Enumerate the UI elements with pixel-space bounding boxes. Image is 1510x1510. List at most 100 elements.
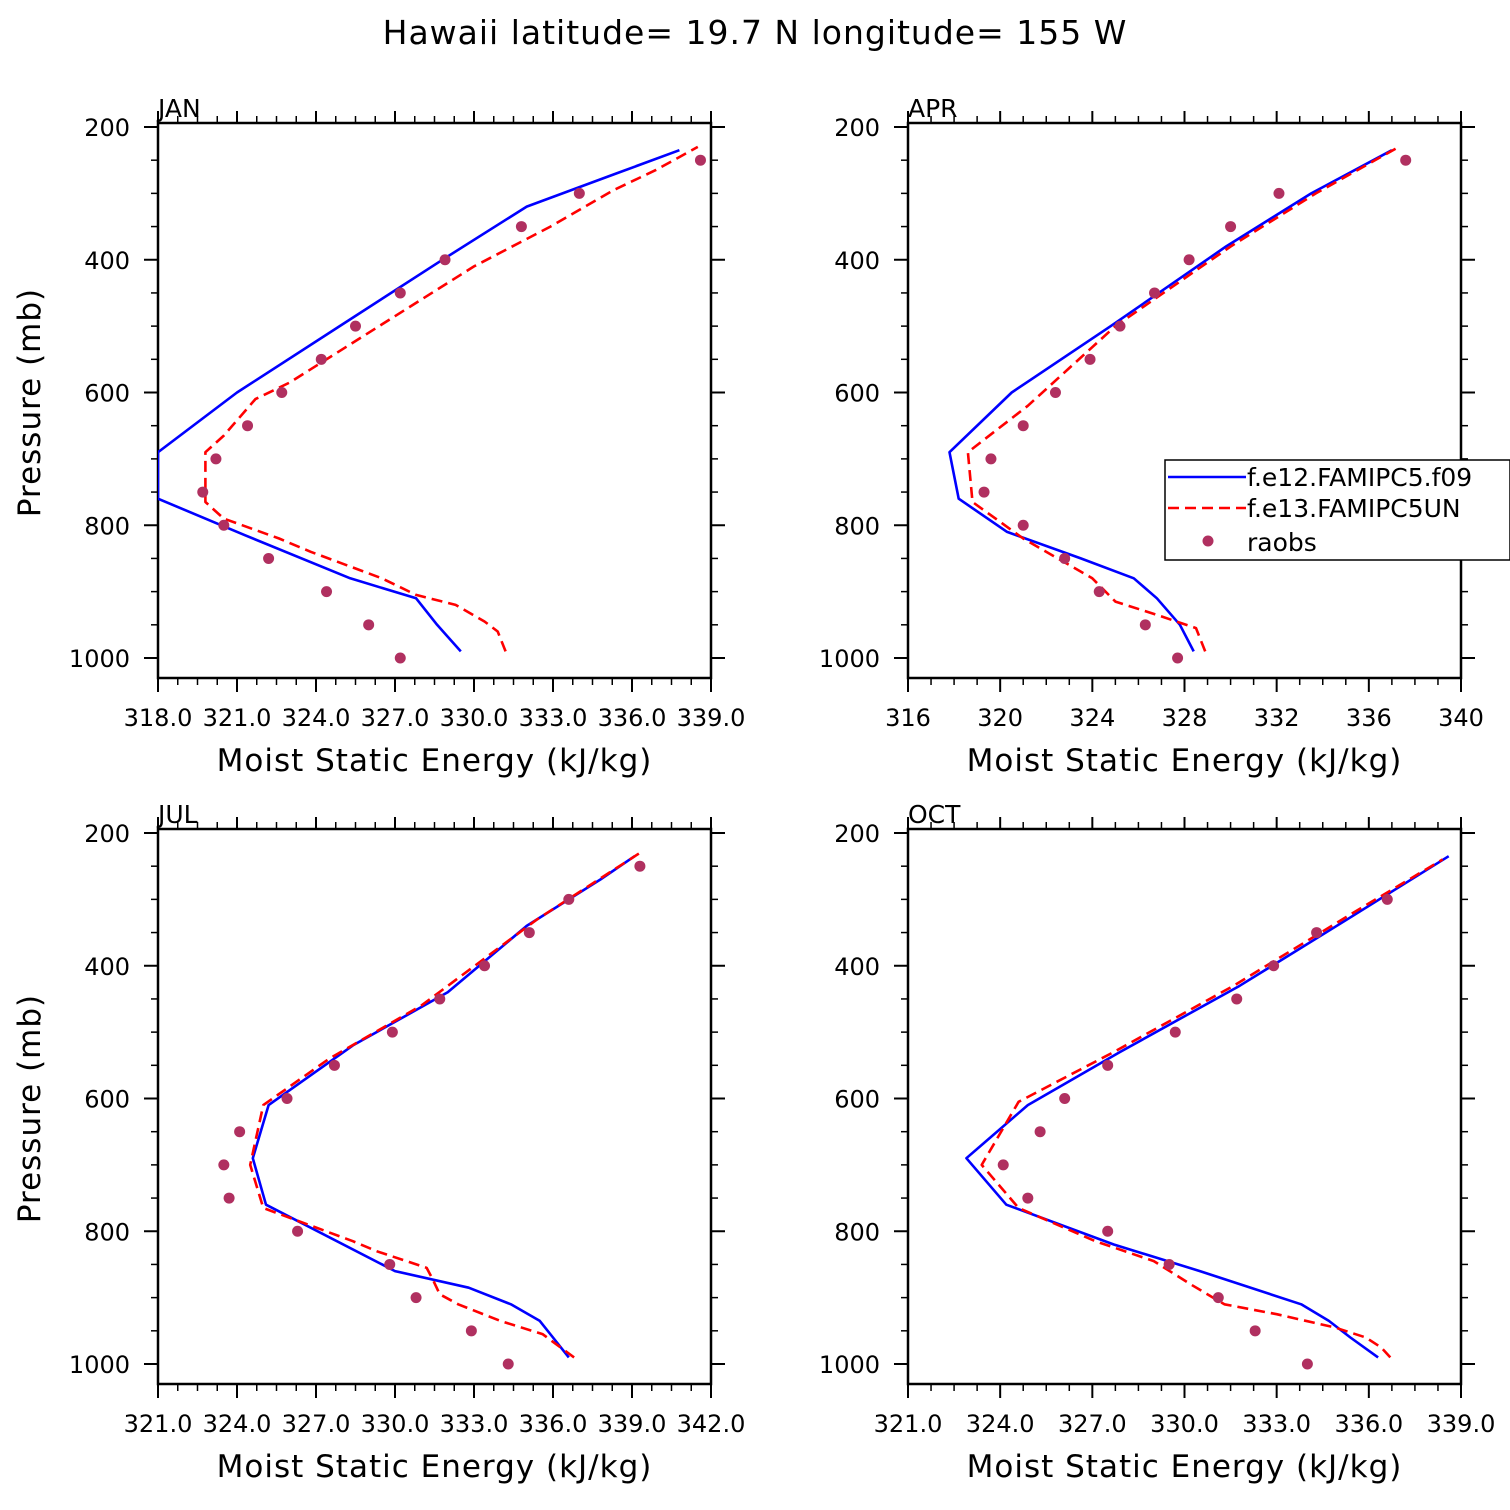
raobs-marker xyxy=(223,1192,235,1204)
raobs-marker xyxy=(363,619,375,631)
raobs-marker xyxy=(479,960,491,972)
raobs-marker xyxy=(1381,893,1393,905)
plot-area xyxy=(965,855,1450,1370)
raobs-marker xyxy=(573,187,585,199)
x-tick-label: 324.0 xyxy=(282,704,351,732)
raobs-marker xyxy=(1400,154,1412,166)
raobs-marker xyxy=(1163,1258,1175,1270)
y-tick-label: 200 xyxy=(84,820,130,848)
x-tick-label: 339.0 xyxy=(598,1410,667,1438)
panel-title: OCT xyxy=(908,800,961,829)
raobs-marker xyxy=(439,254,451,266)
raobs-marker xyxy=(694,154,706,166)
x-tick-label: 339.0 xyxy=(1427,1410,1496,1438)
x-tick-label: 336.0 xyxy=(519,1410,588,1438)
series-line-dashed xyxy=(248,851,641,1359)
raobs-marker xyxy=(1149,287,1161,299)
x-tick-label: 321.0 xyxy=(124,1410,193,1438)
raobs-marker xyxy=(328,1059,340,1071)
y-tick-label: 1000 xyxy=(69,645,130,673)
raobs-marker xyxy=(263,552,275,564)
raobs-marker xyxy=(315,353,327,365)
plot-area xyxy=(218,851,646,1370)
y-tick-label: 600 xyxy=(834,1086,880,1114)
x-tick-label: 321.0 xyxy=(203,704,272,732)
y-tick-label: 400 xyxy=(84,953,130,981)
raobs-marker xyxy=(1114,320,1126,332)
x-tick-label: 332 xyxy=(1254,704,1300,732)
raobs-marker xyxy=(410,1292,422,1304)
raobs-marker xyxy=(1049,387,1061,398)
raobs-marker xyxy=(523,927,535,939)
raobs-marker xyxy=(210,453,222,465)
series-line-solid xyxy=(251,855,636,1359)
y-axis-title: Pressure (mb) xyxy=(12,288,48,517)
x-tick-label: 330.0 xyxy=(440,704,509,732)
figure-title: Hawaii latitude= 19.7 N longitude= 155 W xyxy=(383,13,1128,52)
raobs-marker xyxy=(1268,960,1280,972)
x-tick-label: 327.0 xyxy=(1058,1410,1127,1438)
raobs-marker xyxy=(1172,652,1184,664)
x-tick-label: 327.0 xyxy=(282,1410,351,1438)
series-line-dashed xyxy=(204,145,699,652)
x-tick-label: 318.0 xyxy=(124,704,193,732)
series-line-dashed xyxy=(980,858,1444,1359)
y-tick-label: 200 xyxy=(834,114,880,142)
panel-apr: APR 316 320 324 328 332 336 340 200 400 600 800 1000… xyxy=(819,94,1510,779)
series-line-dashed xyxy=(966,145,1400,652)
raobs-marker xyxy=(350,320,361,332)
raobs-marker xyxy=(384,1258,396,1270)
x-tick-label: 321.0 xyxy=(874,1410,943,1438)
y-tick-label: 400 xyxy=(84,247,130,275)
y-tick-label: 800 xyxy=(834,512,880,540)
x-tick-label: 327.0 xyxy=(361,704,430,732)
y-tick-label: 800 xyxy=(834,1218,880,1246)
raobs-marker xyxy=(502,1358,514,1370)
y-tick-label: 800 xyxy=(84,512,130,540)
raobs-marker xyxy=(1017,420,1029,432)
y-tick-label: 400 xyxy=(834,247,880,275)
plot-area xyxy=(158,145,706,664)
y-tick-label: 1000 xyxy=(819,1351,880,1379)
raobs-marker xyxy=(515,221,527,233)
series-line-solid xyxy=(158,148,680,653)
raobs-marker xyxy=(276,387,288,398)
legend-marker xyxy=(1202,535,1214,547)
raobs-marker xyxy=(1093,586,1105,598)
raobs-marker xyxy=(394,287,406,299)
legend-label: f.e12.FAMIPC5.f09 xyxy=(1247,463,1472,492)
raobs-marker xyxy=(1139,619,1151,631)
series-line-solid xyxy=(965,855,1450,1359)
plot-area xyxy=(948,145,1412,664)
raobs-marker xyxy=(1249,1325,1261,1337)
panel-oct: OCT 321.0 324.0 327.0 330.0 333.0 336.0 339.0 20… xyxy=(819,800,1495,1485)
legend-label: raobs xyxy=(1247,528,1317,557)
raobs-marker xyxy=(386,1026,398,1038)
panel-title: APR xyxy=(908,94,958,123)
raobs-marker xyxy=(292,1225,304,1237)
raobs-marker xyxy=(281,1093,293,1104)
raobs-marker xyxy=(1311,927,1323,939)
raobs-marker xyxy=(1273,187,1285,199)
x-tick-label: 324.0 xyxy=(203,1410,272,1438)
x-tick-label: 330.0 xyxy=(361,1410,430,1438)
raobs-marker xyxy=(465,1325,477,1337)
raobs-marker xyxy=(985,453,997,465)
panel-jul: JUL 321.0 324.0 327.0 330.0 333.0 336.0 339.0 34… xyxy=(12,800,745,1485)
legend-label: f.e13.FAMIPC5UN xyxy=(1247,494,1461,523)
x-tick-label: 340 xyxy=(1438,704,1484,732)
y-tick-label: 600 xyxy=(84,380,130,408)
x-tick-label: 324.0 xyxy=(966,1410,1035,1438)
raobs-marker xyxy=(394,652,406,664)
raobs-marker xyxy=(1183,254,1195,266)
y-tick-label: 1000 xyxy=(819,645,880,673)
x-tick-label: 324 xyxy=(1069,704,1115,732)
x-axis-title: Moist Static Energy (kJ/kg) xyxy=(217,743,653,779)
raobs-marker xyxy=(197,486,209,498)
raobs-marker xyxy=(218,1159,230,1171)
raobs-marker xyxy=(1017,519,1029,531)
